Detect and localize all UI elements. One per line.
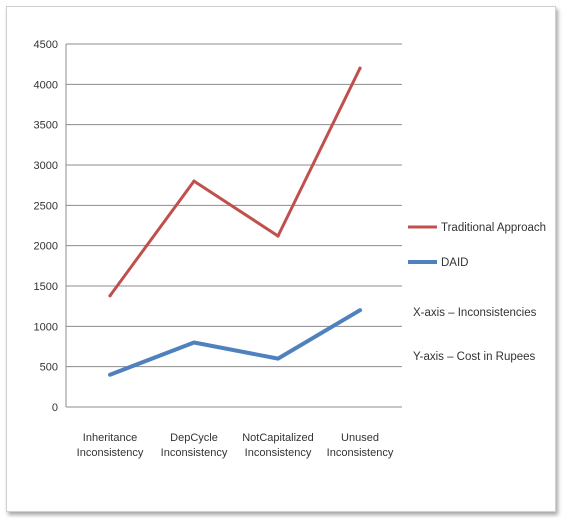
x-tick-label-line: DepCycle <box>170 432 218 444</box>
x-tick-label: Unused Inconsistency <box>327 432 394 459</box>
axis-notes: X-axis – Inconsistencies Y-axis – Cost in… <box>413 307 537 363</box>
x-axis-ticks: Inheritance Inconsistency DepCycle Inconsis… <box>77 432 394 459</box>
data-point <box>108 373 112 377</box>
gridlines <box>65 43 402 408</box>
x-tick-label: DepCycle Inconsistency <box>161 432 228 459</box>
y-tick-label: 2500 <box>34 200 58 212</box>
x-tick-label-line: Inconsistency <box>161 447 228 459</box>
data-point <box>192 340 196 345</box>
y-tick-label: 2000 <box>34 241 58 253</box>
x-tick-label-line: Inconsistency <box>245 447 312 459</box>
data-point <box>108 294 112 298</box>
series-lines <box>108 66 362 377</box>
legend-label: DAID <box>441 257 468 269</box>
data-point <box>276 234 280 238</box>
x-axis-note: X-axis – Inconsistencies <box>413 307 537 319</box>
legend-label: Traditional Approach <box>441 222 546 234</box>
y-axis-note: Y-axis – Cost in Rupees <box>413 351 536 363</box>
data-point <box>358 66 362 70</box>
y-tick-label: 3500 <box>34 120 58 132</box>
x-tick-label: NotCapitalized Inconsistency <box>242 432 314 459</box>
y-tick-label: 1500 <box>34 281 58 293</box>
x-tick-label-line: NotCapitalized <box>242 432 314 444</box>
y-tick-label: 4500 <box>34 39 58 51</box>
y-tick-label: 0 <box>52 402 58 414</box>
x-tick-label: Inheritance Inconsistency <box>77 432 144 459</box>
y-axis-ticks: 0 500 1000 1500 2000 2500 3000 3500 4000 4500 <box>34 39 58 414</box>
y-tick-label: 500 <box>40 362 58 374</box>
x-tick-label-line: Unused <box>341 432 379 444</box>
legend: Traditional Approach DAID <box>408 222 546 269</box>
x-tick-label-line: Inconsistency <box>327 447 394 459</box>
y-tick-label: 1000 <box>34 321 58 333</box>
data-point <box>276 357 280 361</box>
series-line-daid <box>108 308 362 377</box>
y-tick-label: 3000 <box>34 160 58 172</box>
data-point <box>358 308 362 312</box>
x-tick-label-line: Inheritance <box>83 432 137 444</box>
chart-frame <box>6 6 556 512</box>
series-line-traditional-approach <box>108 66 362 298</box>
x-tick-label-line: Inconsistency <box>77 447 144 459</box>
data-point <box>192 179 196 183</box>
y-tick-label: 4000 <box>34 79 58 91</box>
